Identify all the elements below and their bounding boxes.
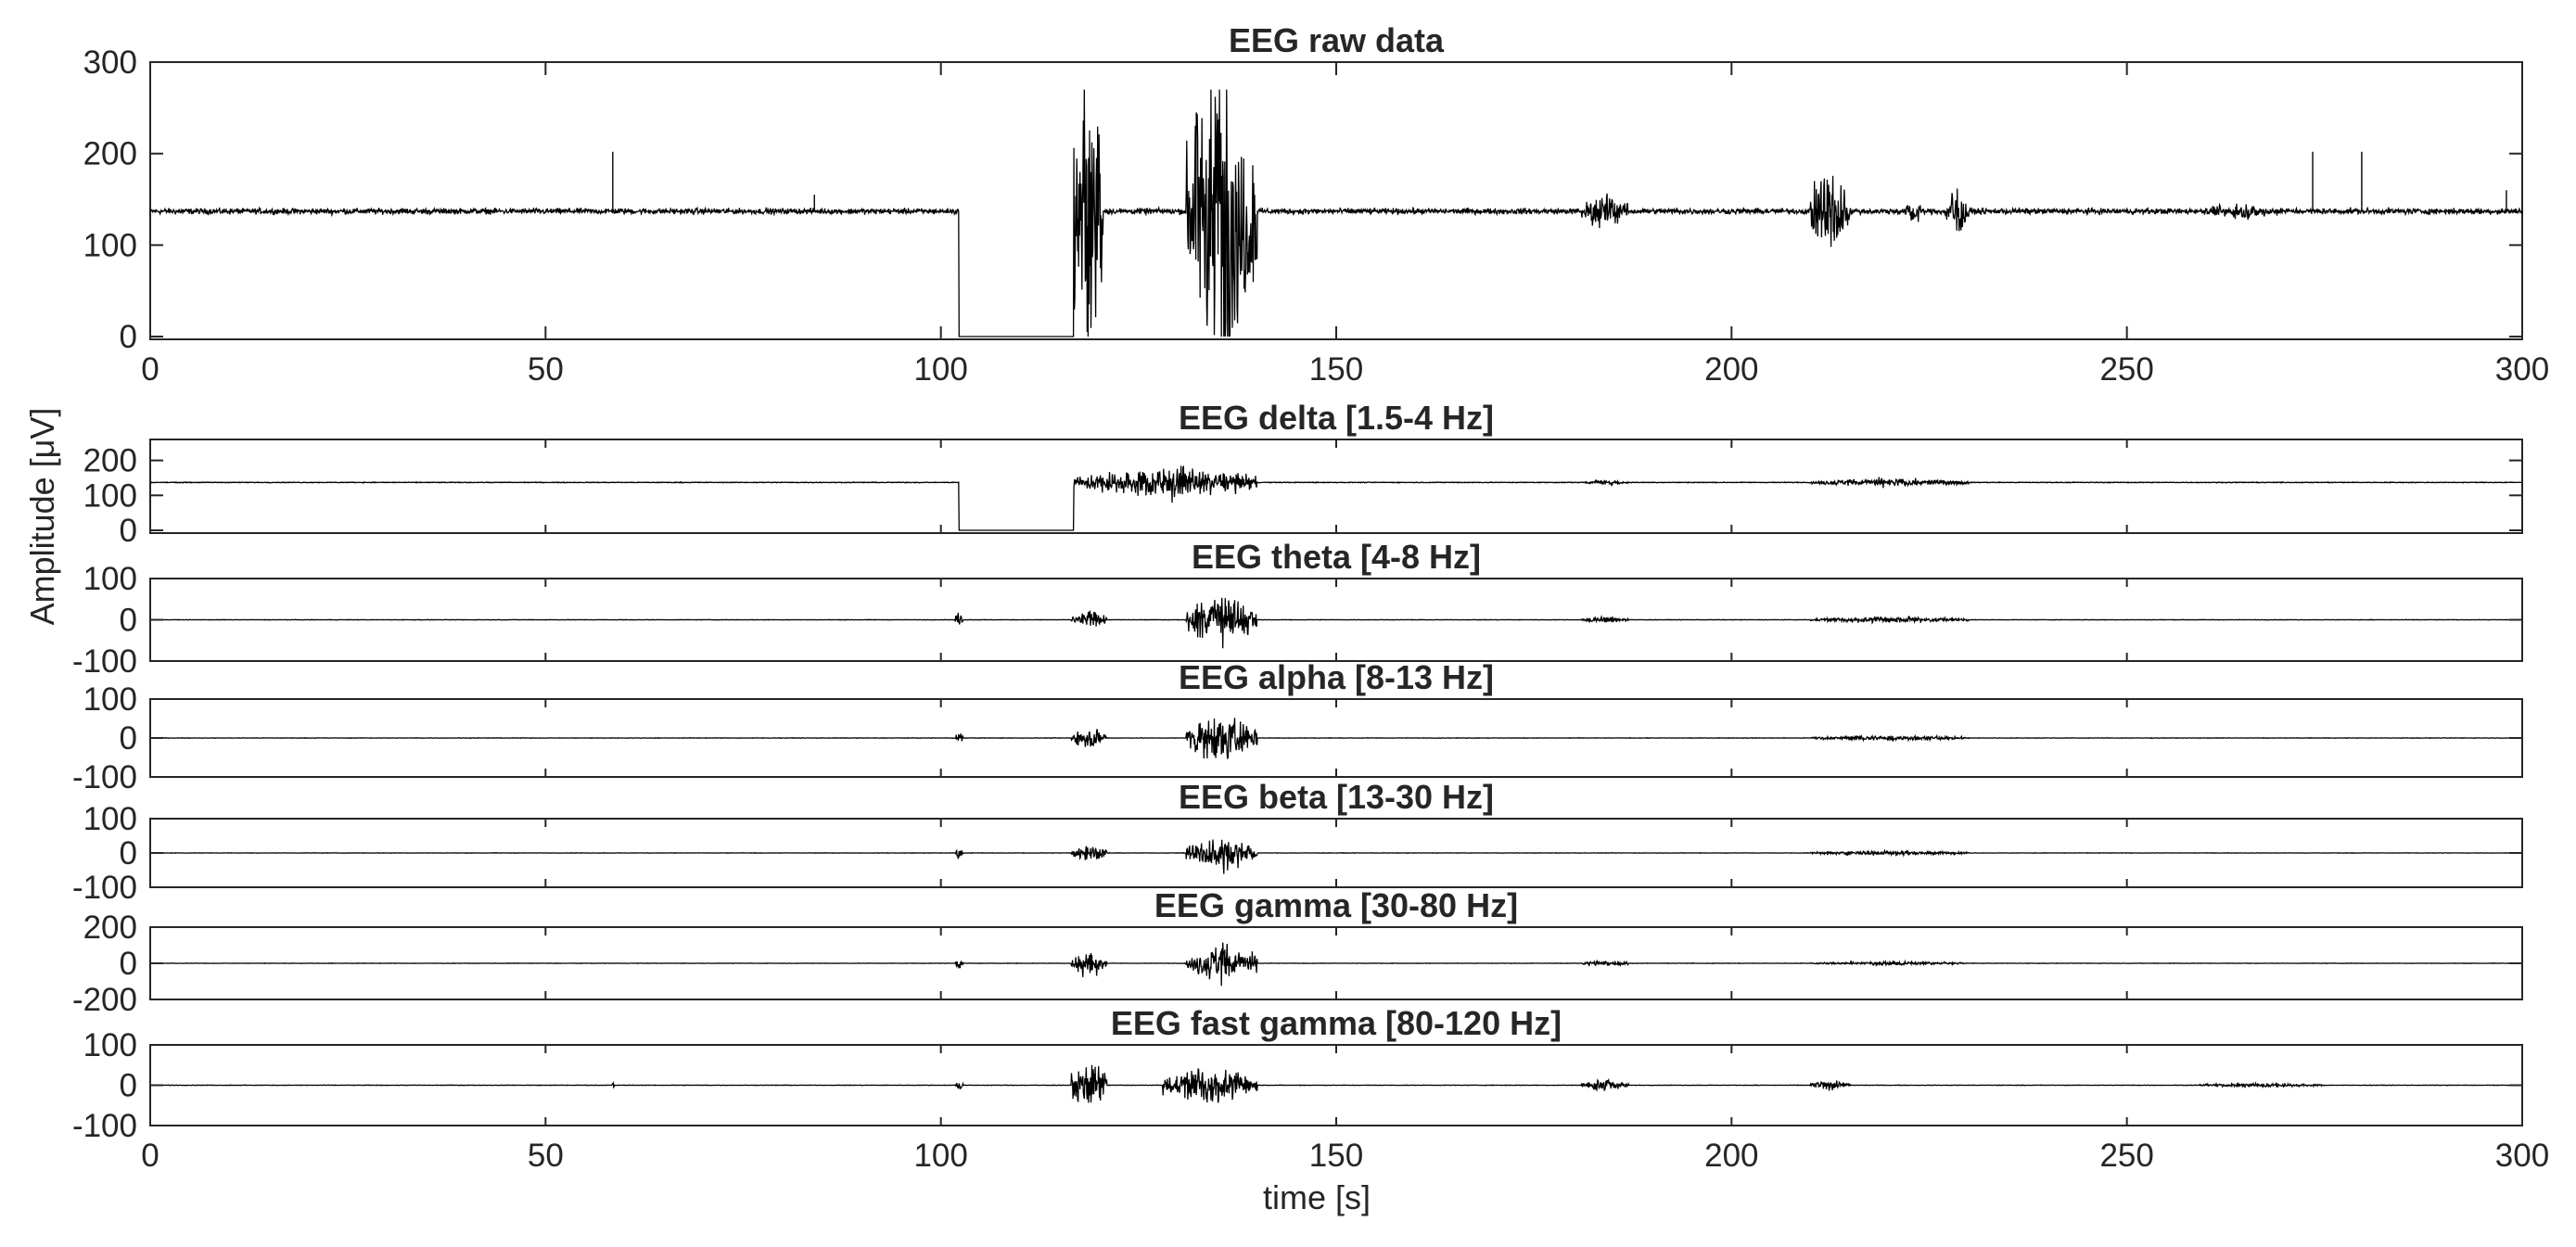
ytick-label-fastgamma-0: -100 (72, 1108, 137, 1144)
ytick-label-delta-1: 100 (83, 477, 137, 514)
xtick-label-fastgamma-2: 100 (913, 1138, 967, 1174)
xtick-label-raw-0: 0 (141, 351, 159, 388)
ytick-label-theta-0: -100 (72, 643, 137, 680)
ytick-label-alpha-0: -100 (72, 759, 137, 795)
x-axis-label: time [s] (1263, 1178, 1371, 1216)
title-theta: EEG theta [4-8 Hz] (1192, 538, 1481, 576)
ytick-label-theta-2: 100 (83, 561, 137, 597)
ytick-label-alpha-2: 100 (83, 681, 137, 718)
ytick-label-fastgamma-2: 100 (83, 1027, 137, 1063)
ytick-label-raw-3: 300 (83, 45, 137, 81)
axes-box-raw (149, 61, 2523, 340)
title-gamma: EEG gamma [30-80 Hz] (1154, 886, 1518, 924)
subplot-raw: 0 100 200 300 0 50 100 150 200 250 300 EEG raw data (83, 21, 2550, 388)
xtick-label-fastgamma-6: 300 (2495, 1138, 2549, 1174)
xtick-label-fastgamma-3: 150 (1309, 1138, 1363, 1174)
xtick-label-raw-2: 100 (913, 351, 967, 388)
ytick-label-beta-1: 0 (120, 835, 137, 872)
ytick-label-delta-2: 200 (83, 443, 137, 479)
title-alpha: EEG alpha [8-13 Hz] (1179, 658, 1494, 696)
signal-line-delta (150, 464, 2523, 531)
title-raw: EEG raw data (1229, 21, 1445, 59)
ytick-label-alpha-1: 0 (120, 720, 137, 757)
xtick-label-fastgamma-4: 200 (1704, 1138, 1758, 1174)
y-axis-label: Amplitude [μV] (23, 408, 61, 626)
ytick-label-raw-2: 200 (83, 136, 137, 172)
xtick-label-fastgamma-5: 250 (2099, 1138, 2153, 1174)
signal-line-alpha (149, 718, 2522, 759)
title-beta: EEG beta [13-30 Hz] (1179, 778, 1494, 816)
xtick-label-raw-6: 300 (2495, 351, 2549, 388)
signal-line-beta (150, 839, 2522, 874)
subplot-theta: -100 0 100 EEG theta [4-8 Hz] (72, 538, 2523, 680)
ytick-label-raw-1: 100 (83, 227, 137, 263)
ytick-label-theta-1: 0 (120, 603, 137, 639)
xtick-label-fastgamma-0: 0 (141, 1138, 159, 1174)
xtick-label-raw-1: 50 (528, 351, 564, 388)
signal-line-raw (149, 89, 2523, 337)
ytick-label-gamma-0: -200 (72, 982, 137, 1018)
ytick-label-fastgamma-1: 0 (120, 1068, 137, 1104)
ytick-label-gamma-1: 0 (120, 946, 137, 982)
signal-line-gamma (149, 942, 2522, 986)
title-delta: EEG delta [1.5-4 Hz] (1179, 399, 1494, 437)
xtick-label-raw-4: 200 (1704, 351, 1758, 388)
ytick-label-beta-0: -100 (72, 870, 137, 906)
ytick-label-gamma-2: 200 (83, 910, 137, 946)
signal-line-fastgamma (150, 1064, 2523, 1103)
xtick-label-fastgamma-1: 50 (528, 1138, 564, 1174)
axes-box-delta (149, 439, 2523, 534)
ytick-label-delta-0: 0 (120, 513, 137, 549)
title-fastgamma: EEG fast gamma [80-120 Hz] (1111, 1004, 1562, 1042)
xtick-label-raw-3: 150 (1309, 351, 1363, 388)
signal-line-theta (149, 597, 2523, 649)
xtick-label-raw-5: 250 (2099, 351, 2153, 388)
ytick-label-beta-2: 100 (83, 801, 137, 837)
ytick-label-raw-0: 0 (120, 319, 137, 355)
